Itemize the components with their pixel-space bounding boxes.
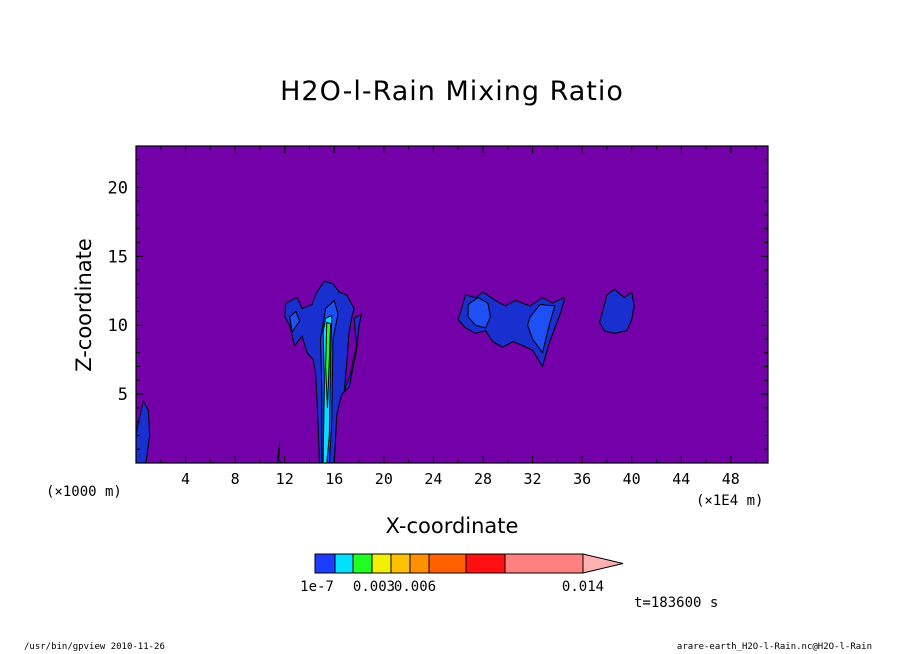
x-tick-label: 32	[524, 470, 542, 488]
x-tick-label: 48	[722, 470, 740, 488]
x-unit-left: (×1000 m)	[46, 484, 122, 500]
colorbar-segment	[504, 553, 584, 574]
contour-region-tower-16-peak	[325, 321, 332, 408]
colorbar-arrow	[582, 553, 624, 574]
plot-frame	[135, 145, 769, 464]
colorbar-segment	[428, 553, 467, 574]
x-tick-label: 24	[424, 470, 442, 488]
y-tick-label: 5	[118, 385, 128, 405]
colorbar-segment	[390, 553, 411, 574]
colorbar-segment	[409, 553, 430, 574]
colorbar-label: 0.003	[353, 579, 395, 595]
y-axis: 5 10 15 20	[108, 159, 768, 450]
plot-area	[135, 145, 769, 464]
y-tick-label: 10	[108, 316, 128, 336]
colorbar-segment	[465, 553, 506, 574]
colorbar-segment	[314, 553, 336, 574]
colorbar-label: 0.014	[562, 579, 604, 595]
contour-region-cloud-30-inner-a	[467, 297, 491, 329]
y-tick-label: 15	[108, 247, 128, 267]
contour-region-cloud-39	[598, 288, 635, 334]
x-tick-label: 12	[276, 470, 294, 488]
y-tick-label: 20	[108, 178, 128, 198]
time-label: t=183600 s	[634, 595, 719, 611]
footer-right: arare-earth_H2O-l-Rain.nc@H2O-l-Rain	[676, 642, 872, 652]
colorbar-segment	[334, 553, 354, 574]
contour-region-spike-11	[276, 442, 284, 463]
colorbar-label: 0.006	[394, 579, 436, 595]
x-axis-label: X-coordinate	[385, 514, 519, 538]
x-tick-label: 40	[623, 470, 641, 488]
x-tick-label: 44	[672, 470, 690, 488]
x-tick-label: 16	[325, 470, 343, 488]
x-tick-label: 28	[474, 470, 492, 488]
x-tick-label: 36	[573, 470, 591, 488]
chart-title: H2O-l-Rain Mixing Ratio	[280, 76, 624, 107]
colorbar-label: 1e-7	[300, 579, 334, 595]
colorbar-segment	[352, 553, 373, 574]
colorbar-segment	[371, 553, 392, 574]
footer-left: /usr/bin/gpview 2010-11-26	[24, 642, 165, 652]
y-axis-label: Z-coordinate	[72, 238, 96, 372]
plot-background	[136, 146, 768, 463]
x-unit-right: (×1E4 m)	[696, 493, 764, 509]
x-tick-label: 20	[375, 470, 393, 488]
contour-region-cloud-30-inner-b	[527, 303, 556, 354]
contour-region-tower-16-mid	[289, 310, 301, 334]
x-tick-label: 8	[231, 470, 240, 488]
x-tick-label: 4	[181, 470, 190, 488]
x-axis: 4 8 12 16 20 24 28 32 36 40 44 48	[160, 146, 757, 488]
